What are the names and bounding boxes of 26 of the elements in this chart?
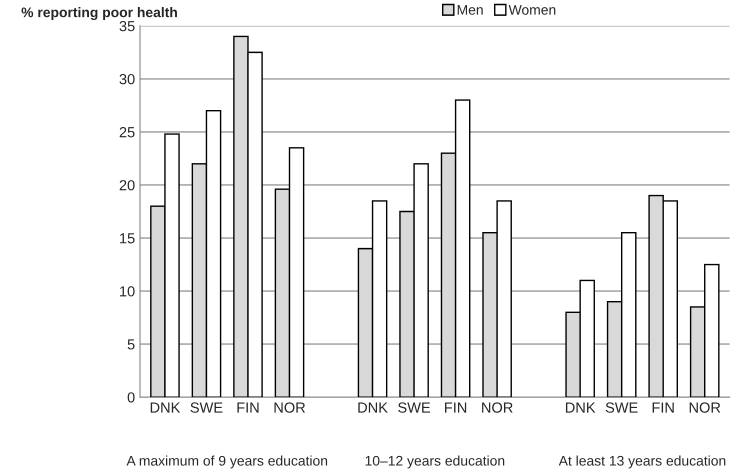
x-tick-label: NOR xyxy=(690,402,720,413)
y-tick-label: 20 xyxy=(120,180,135,190)
x-tick-label: FIN xyxy=(445,402,466,413)
x-tick-label: FIN xyxy=(652,402,674,413)
x-tick-label: SWE xyxy=(606,402,638,413)
x-tick-label: DNK xyxy=(358,402,388,413)
y-tick-label: 35 xyxy=(120,20,135,32)
text: A maximum of 9 years education xyxy=(126,455,328,468)
y-tick-label: 15 xyxy=(120,233,135,244)
x-tick-label: DNK xyxy=(566,402,596,413)
text: At least 13 years education xyxy=(558,455,726,468)
y-tick-label: 30 xyxy=(120,74,135,84)
x-tick-label: NOR xyxy=(274,402,306,413)
y-tick-label: 0 xyxy=(128,392,135,403)
y-tick-label: 5 xyxy=(128,339,135,350)
x-tick-label: FIN xyxy=(237,402,259,413)
y-axis-title: % reporting poor health xyxy=(22,7,177,20)
legend-label: Men xyxy=(458,5,483,15)
text: 10–12 years education xyxy=(366,455,504,468)
x-tick-label: NOR xyxy=(482,402,513,413)
x-tick-label: SWE xyxy=(398,402,430,413)
x-tick-label: DNK xyxy=(150,402,180,413)
y-tick-label: 25 xyxy=(120,127,135,138)
y-tick-label: 10 xyxy=(120,286,135,296)
legend-label: Women xyxy=(508,5,556,15)
x-tick-label: SWE xyxy=(190,402,222,413)
